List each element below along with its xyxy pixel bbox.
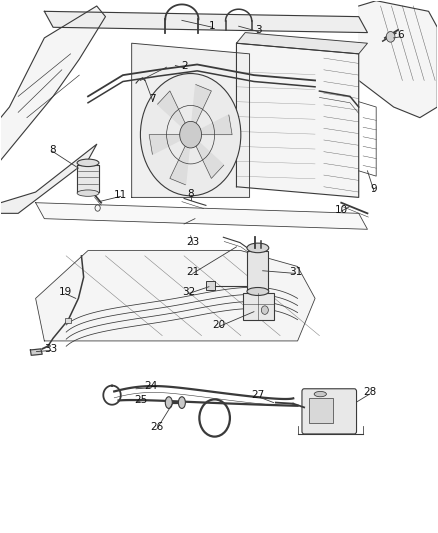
Polygon shape [77,165,99,192]
Polygon shape [35,203,367,229]
Polygon shape [1,6,106,160]
Ellipse shape [247,243,269,253]
Text: 26: 26 [150,422,164,432]
Text: 8: 8 [187,189,194,199]
Polygon shape [30,349,42,356]
Circle shape [141,74,241,196]
Polygon shape [359,1,437,118]
Text: 20: 20 [212,320,226,330]
Bar [243,293,274,320]
Text: 25: 25 [134,395,147,406]
Text: 8: 8 [49,144,56,155]
Polygon shape [1,144,97,213]
Circle shape [180,122,201,148]
Ellipse shape [314,391,326,397]
Bar [247,251,268,290]
Text: 2: 2 [181,61,187,71]
Text: 33: 33 [44,344,57,354]
Text: 6: 6 [397,30,403,41]
Polygon shape [191,85,212,135]
Text: 31: 31 [289,267,302,277]
Polygon shape [237,33,367,54]
Polygon shape [132,43,250,197]
Text: 9: 9 [371,184,377,195]
Text: 19: 19 [59,287,72,297]
Circle shape [261,306,268,314]
Polygon shape [149,135,191,155]
Polygon shape [191,135,224,179]
Text: 7: 7 [149,94,156,104]
Text: 32: 32 [182,287,195,297]
Polygon shape [44,11,367,33]
Bar [65,318,71,324]
Ellipse shape [178,397,185,408]
Polygon shape [35,251,315,341]
Text: 28: 28 [363,387,376,398]
Polygon shape [170,135,191,185]
Circle shape [386,31,395,42]
Text: 21: 21 [186,267,199,277]
Bar [206,281,215,290]
Text: 11: 11 [114,190,127,200]
Bar [170,60,177,71]
Text: 24: 24 [145,381,158,391]
Polygon shape [191,115,232,135]
Ellipse shape [247,287,269,295]
Ellipse shape [165,397,172,408]
Text: 10: 10 [335,205,348,215]
Bar [183,62,190,72]
FancyBboxPatch shape [302,389,357,434]
Text: 1: 1 [209,21,216,31]
Polygon shape [237,43,359,197]
Ellipse shape [77,159,99,166]
Text: 3: 3 [255,25,261,35]
Text: 23: 23 [186,237,199,247]
Polygon shape [158,91,191,135]
Ellipse shape [77,190,99,196]
Text: 27: 27 [252,390,265,400]
Bar [308,398,332,423]
